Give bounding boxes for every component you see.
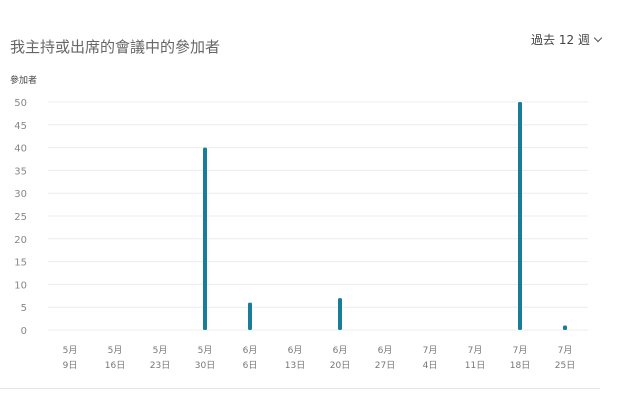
bar bbox=[203, 147, 207, 330]
y-axis-label: 參加者 bbox=[10, 76, 38, 86]
bar bbox=[518, 102, 522, 330]
time-range-label: 過去 12 週 bbox=[531, 33, 590, 47]
x-tick-label: 13日 bbox=[285, 360, 305, 371]
x-tick-label: 20日 bbox=[330, 360, 350, 371]
divider bbox=[0, 388, 600, 389]
x-tick-label: 6日 bbox=[243, 360, 258, 371]
x-tick-label: 5月 bbox=[153, 345, 168, 356]
x-tick-label: 5月 bbox=[108, 345, 123, 356]
bar bbox=[338, 298, 342, 330]
x-tick-label: 7月 bbox=[513, 345, 528, 356]
y-tick-label: 20 bbox=[14, 235, 27, 246]
x-tick-label: 7月 bbox=[558, 345, 573, 356]
y-tick-label: 0 bbox=[21, 326, 27, 337]
chart-title: 我主持或出席的會議中的參加者 bbox=[10, 38, 221, 56]
x-tick-label: 4日 bbox=[423, 360, 438, 371]
y-tick-label: 15 bbox=[14, 258, 27, 269]
x-tick-label: 6月 bbox=[378, 345, 393, 356]
y-tick-label: 40 bbox=[14, 144, 27, 155]
x-tick-label: 16日 bbox=[105, 360, 125, 371]
y-tick-label: 45 bbox=[14, 121, 27, 132]
x-tick-label: 5月 bbox=[63, 345, 78, 356]
x-tick-label: 27日 bbox=[375, 360, 395, 371]
x-tick-label: 18日 bbox=[510, 360, 530, 371]
x-tick-label: 25日 bbox=[555, 360, 575, 371]
y-tick-label: 25 bbox=[14, 212, 27, 223]
x-tick-label: 9日 bbox=[63, 360, 78, 371]
x-tick-label: 23日 bbox=[150, 360, 170, 371]
time-range-dropdown[interactable]: 過去 12 週 bbox=[531, 31, 603, 48]
x-tick-label: 11日 bbox=[465, 360, 485, 371]
x-tick-label: 7月 bbox=[423, 345, 438, 356]
x-tick-label: 5月 bbox=[198, 345, 213, 356]
bar bbox=[563, 325, 567, 330]
y-tick-label: 5 bbox=[21, 303, 27, 314]
x-tick-label: 7月 bbox=[468, 345, 483, 356]
y-tick-label: 50 bbox=[14, 98, 27, 109]
x-tick-label: 6月 bbox=[288, 345, 303, 356]
x-tick-label: 6月 bbox=[333, 345, 348, 356]
y-tick-label: 35 bbox=[14, 166, 27, 177]
x-tick-label: 30日 bbox=[195, 360, 215, 371]
y-tick-label: 10 bbox=[14, 280, 27, 291]
x-tick-label: 6月 bbox=[243, 345, 258, 356]
y-tick-label: 30 bbox=[14, 189, 27, 200]
bar bbox=[248, 302, 252, 330]
